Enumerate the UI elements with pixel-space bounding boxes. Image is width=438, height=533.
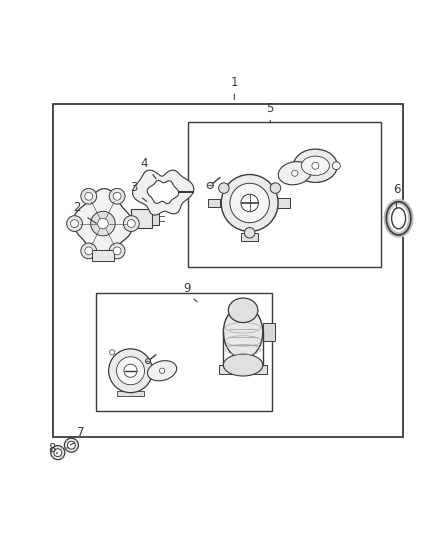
Circle shape <box>109 188 125 204</box>
Circle shape <box>159 368 165 374</box>
Polygon shape <box>73 189 133 259</box>
Circle shape <box>85 192 93 200</box>
Circle shape <box>221 174 278 231</box>
Circle shape <box>312 162 319 169</box>
Ellipse shape <box>293 149 337 182</box>
Text: 7: 7 <box>77 426 85 439</box>
Ellipse shape <box>392 208 406 229</box>
Bar <box>92 250 114 261</box>
Circle shape <box>67 216 82 231</box>
Circle shape <box>244 228 255 238</box>
Circle shape <box>109 243 125 259</box>
Polygon shape <box>133 170 194 215</box>
Bar <box>208 199 220 207</box>
Ellipse shape <box>223 354 263 376</box>
Circle shape <box>241 194 258 212</box>
Circle shape <box>270 183 281 193</box>
Text: 5: 5 <box>267 102 274 115</box>
Ellipse shape <box>301 156 329 175</box>
Ellipse shape <box>278 161 311 185</box>
Circle shape <box>98 219 108 229</box>
Bar <box>219 365 267 374</box>
Circle shape <box>91 211 115 236</box>
Circle shape <box>81 188 97 204</box>
Circle shape <box>71 220 78 228</box>
Circle shape <box>67 441 75 449</box>
Circle shape <box>219 183 229 193</box>
Bar <box>131 209 152 228</box>
Circle shape <box>124 364 137 377</box>
Bar <box>152 211 159 225</box>
Text: 9: 9 <box>184 282 191 295</box>
Circle shape <box>332 162 340 169</box>
Circle shape <box>110 350 115 355</box>
Circle shape <box>292 170 298 176</box>
Bar <box>117 391 144 396</box>
Circle shape <box>113 192 121 200</box>
Text: 8: 8 <box>48 442 55 455</box>
Circle shape <box>64 438 78 452</box>
Circle shape <box>109 349 152 393</box>
Circle shape <box>117 357 145 385</box>
Ellipse shape <box>386 201 411 235</box>
Circle shape <box>127 220 135 228</box>
Ellipse shape <box>223 306 263 359</box>
Circle shape <box>51 446 65 459</box>
Text: 4: 4 <box>141 157 148 170</box>
Ellipse shape <box>148 361 177 381</box>
Text: 2: 2 <box>73 201 81 214</box>
Text: 1: 1 <box>230 76 238 89</box>
Bar <box>96 293 272 411</box>
Circle shape <box>54 449 62 457</box>
Text: 3: 3 <box>130 181 137 194</box>
Circle shape <box>207 182 213 189</box>
Ellipse shape <box>228 298 258 322</box>
Text: 6: 6 <box>392 183 400 197</box>
Bar <box>263 324 275 341</box>
Circle shape <box>85 247 93 255</box>
Bar <box>188 122 381 266</box>
Circle shape <box>124 216 139 231</box>
Circle shape <box>81 243 97 259</box>
Circle shape <box>113 247 121 255</box>
Circle shape <box>230 183 269 223</box>
Circle shape <box>145 359 151 364</box>
Bar <box>241 233 258 241</box>
Bar <box>277 198 290 208</box>
Bar <box>53 104 403 437</box>
Bar <box>152 367 161 374</box>
